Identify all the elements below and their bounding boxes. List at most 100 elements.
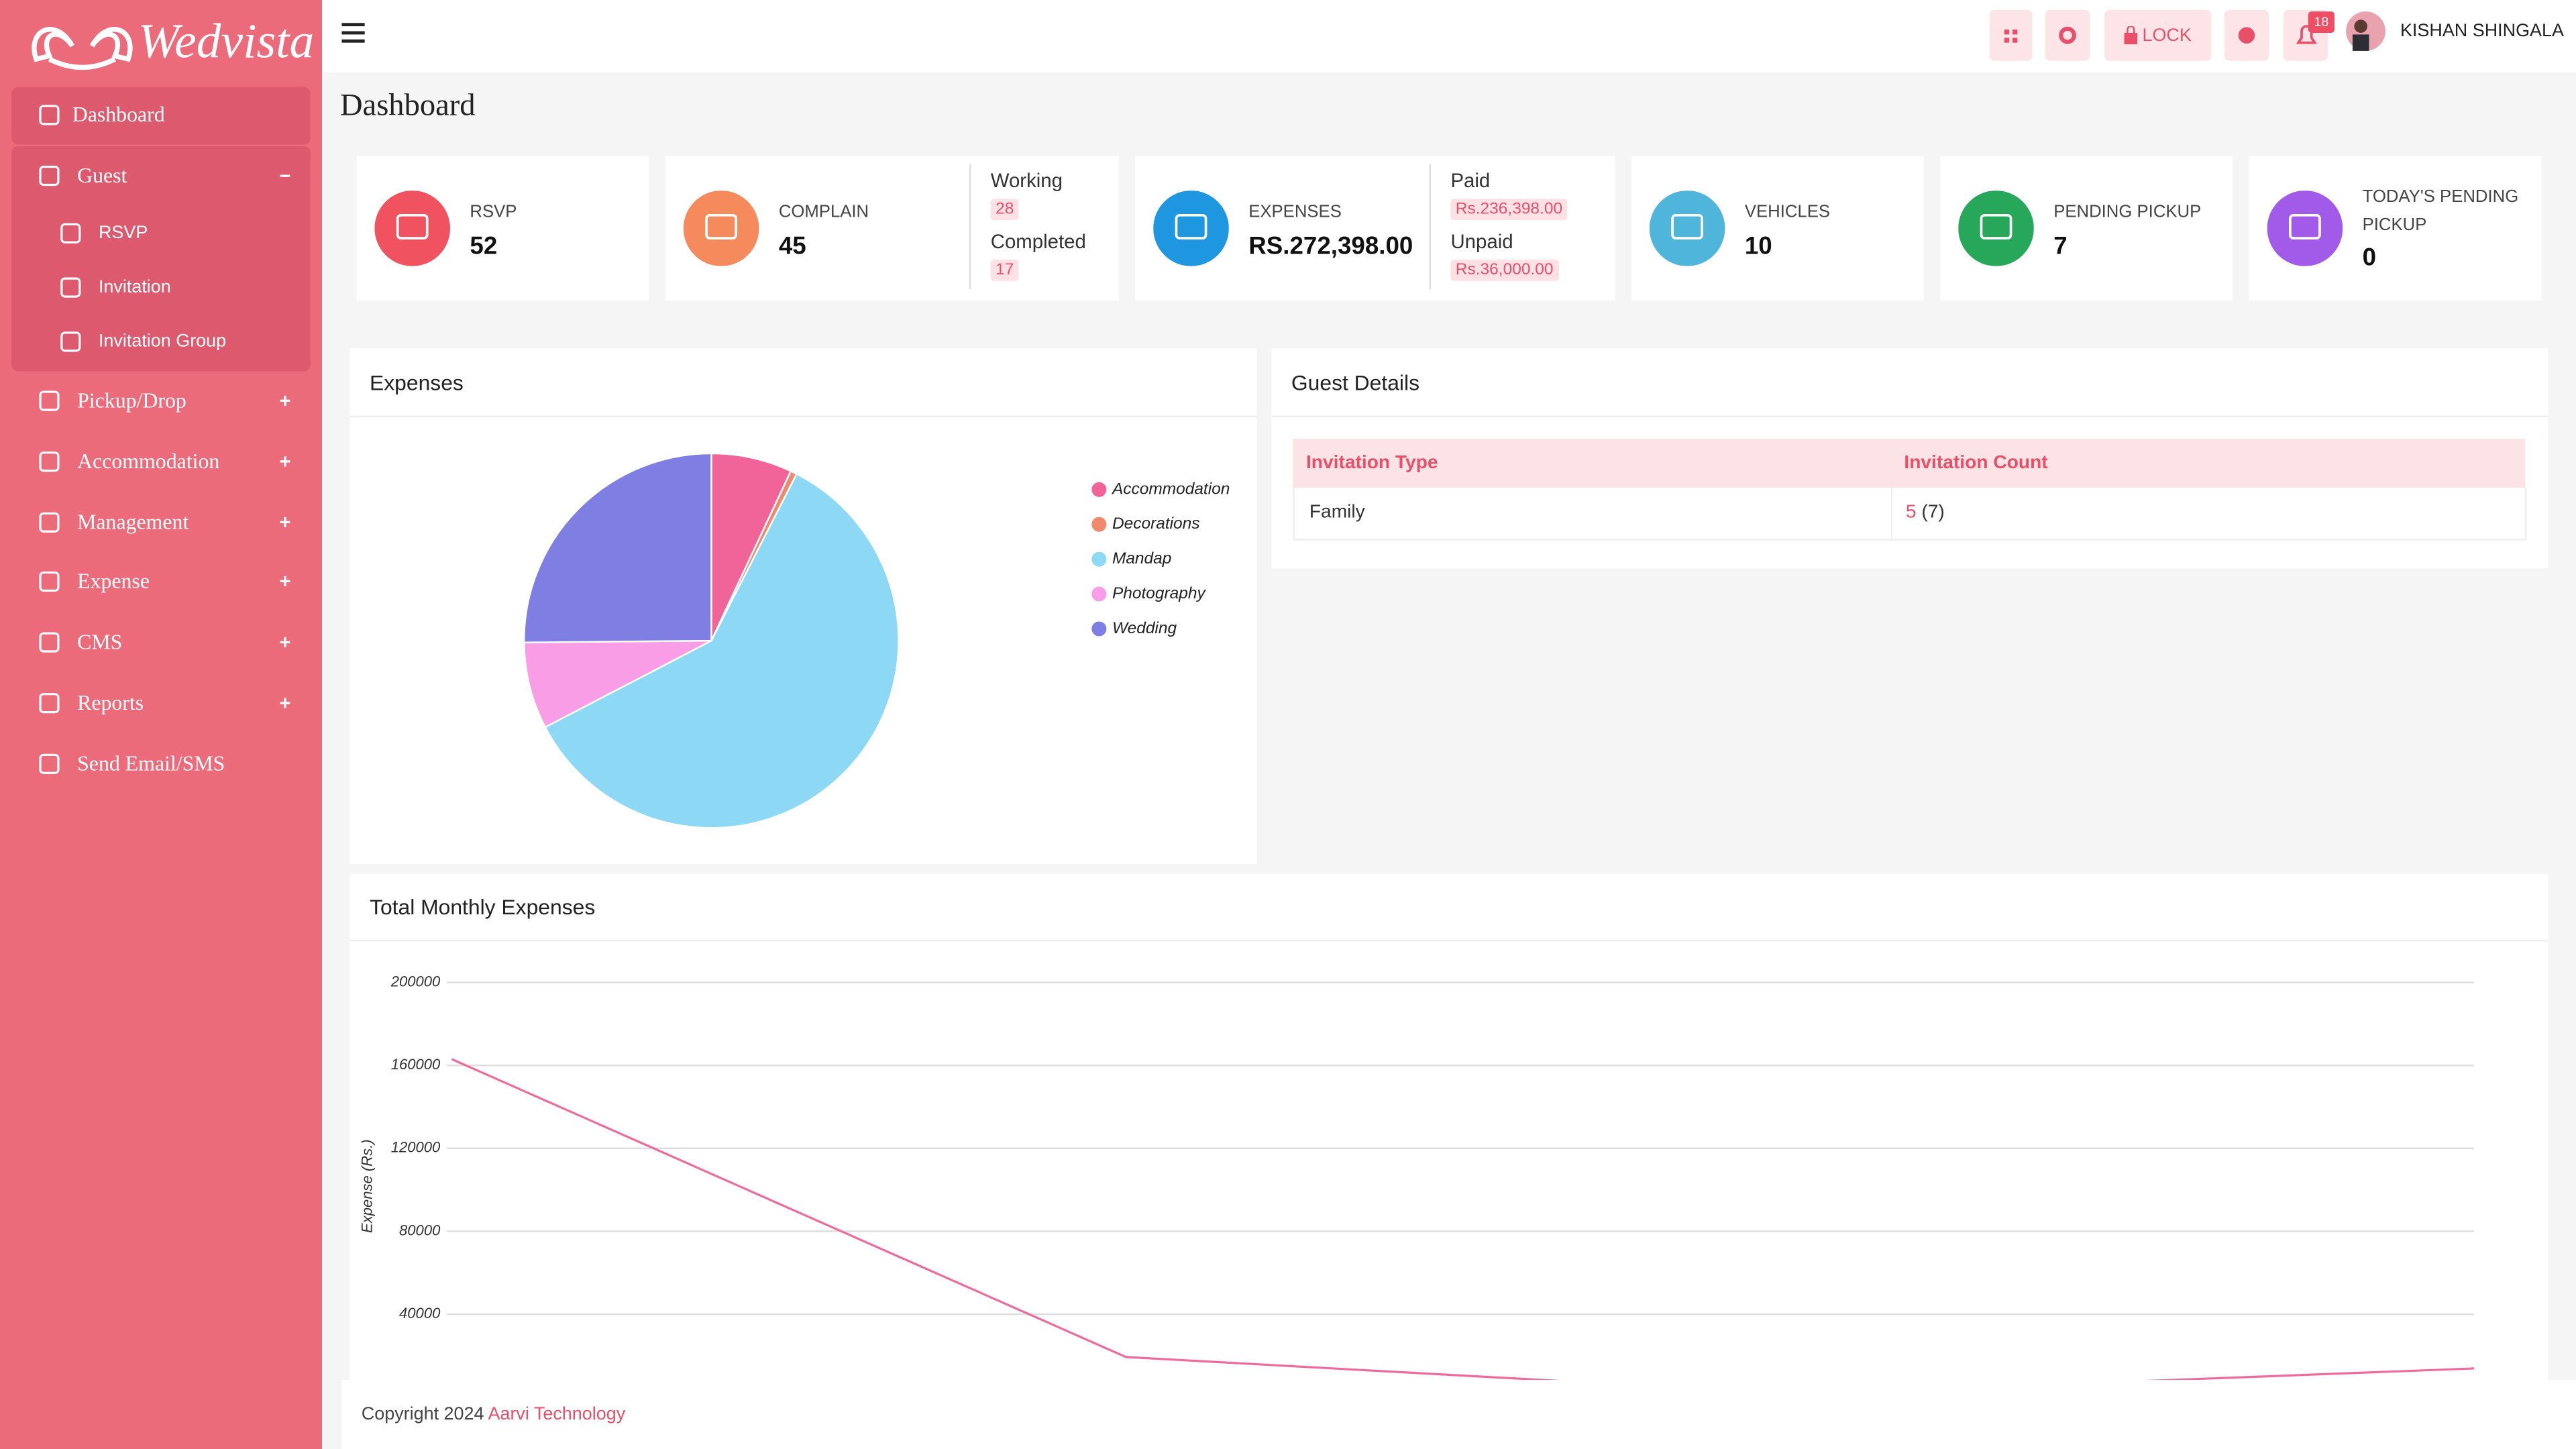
menu-icon <box>39 105 60 125</box>
sub-label: Completed <box>990 229 1086 254</box>
legend-label: Photography <box>1112 584 1207 602</box>
menu-toggle[interactable]: + <box>279 449 291 473</box>
sub-badge: Rs.236,398.00 <box>1450 199 1568 221</box>
icon-glyph <box>1671 213 1703 239</box>
table-header: Invitation Type Invitation Count <box>1293 438 2526 488</box>
sub-badge: Rs.36,000.00 <box>1450 259 1558 281</box>
menu-toggle[interactable] <box>341 21 366 46</box>
stat-card: EXPENSES RS.272,398.00 Paid Rs.236,398.00 Un… <box>1135 156 1615 301</box>
menu-item[interactable]: Send Email/SMS <box>77 750 225 775</box>
divider <box>350 415 1257 418</box>
sidebar: Wedvista Dashboard Guest − RSVP Invitation In… <box>0 0 323 1449</box>
stat-card: COMPLAIN 45 Working 28 Completed 17 <box>665 156 1119 301</box>
submenu-item[interactable]: Invitation <box>98 277 171 298</box>
submenu-item[interactable]: Invitation Group <box>98 331 227 352</box>
guest-card: Guest Details Invitation Type Invitation… <box>1271 348 2548 569</box>
count-link[interactable]: 5 <box>1905 502 1917 523</box>
menu-icon <box>60 223 81 244</box>
user-name[interactable]: KISHAN SHINGALA <box>2400 21 2564 42</box>
divider <box>350 939 2548 942</box>
stat-value: 7 <box>2053 232 2068 261</box>
menu-item[interactable]: Expense <box>77 569 150 594</box>
icon-circle <box>1649 191 1725 266</box>
apps-button[interactable] <box>1989 9 2033 61</box>
notification-count: 18 <box>2308 11 2335 33</box>
stat-value: 52 <box>470 232 498 261</box>
lock-label: LOCK <box>2142 26 2192 46</box>
menu-item[interactable]: Accommodation <box>77 448 220 473</box>
sub-label: Paid <box>1450 169 1491 193</box>
stat-value: RS.272,398.00 <box>1248 232 1413 261</box>
menu-toggle[interactable]: + <box>279 570 291 594</box>
cell: Family <box>1309 502 1365 523</box>
column-header: Invitation Type <box>1305 453 1438 474</box>
menu-item[interactable]: Reports <box>77 690 144 715</box>
stat-icon <box>2267 191 2343 266</box>
stat-icon <box>683 191 759 266</box>
menu-item[interactable]: Pickup/Drop <box>77 387 186 413</box>
pie-slice <box>710 452 792 641</box>
stat-value: 0 <box>2362 244 2377 272</box>
footer-link[interactable]: Aarvi Technology <box>488 1404 626 1425</box>
stat-icon <box>374 191 451 266</box>
stat-label: RSVP <box>470 202 517 222</box>
stat-value: 45 <box>778 232 806 261</box>
legend-swatch <box>1091 586 1107 602</box>
menu-icon <box>39 451 60 472</box>
y-tick-label: 40000 <box>399 1305 441 1322</box>
y-tick-label: 80000 <box>399 1222 441 1238</box>
avatar[interactable] <box>2345 10 2387 53</box>
legend-label: Mandap <box>1112 549 1171 568</box>
y-axis-label: Expense (Rs.) <box>358 1139 375 1233</box>
menu-toggle[interactable]: + <box>279 510 291 533</box>
menu-icon <box>39 511 60 532</box>
menu-toggle[interactable]: + <box>279 631 291 655</box>
menu-toggle[interactable]: + <box>279 389 291 413</box>
card-title: Total Monthly Expenses <box>370 894 596 920</box>
submenu-item[interactable]: RSVP <box>98 223 148 244</box>
menu-icon <box>39 390 60 411</box>
pie-slice <box>544 472 900 829</box>
monthly-card: Total Monthly Expenses 40000 80000 120000 1… <box>350 873 2548 1449</box>
icon-glyph <box>1980 213 2012 239</box>
menu-toggle[interactable]: + <box>279 692 291 715</box>
icon-glyph <box>1175 213 1208 239</box>
divider <box>1890 488 1893 539</box>
settings-button[interactable] <box>2045 9 2090 61</box>
icon-glyph <box>2289 213 2321 239</box>
menu-item[interactable]: CMS <box>77 629 123 655</box>
divider <box>969 164 971 290</box>
stat-card: VEHICLES 10 <box>1631 156 1924 301</box>
icon-glyph <box>705 213 737 239</box>
help-button[interactable] <box>2224 9 2269 61</box>
menu-icon <box>39 165 60 186</box>
menu-item[interactable]: Management <box>77 508 189 533</box>
lock-button[interactable]: LOCK <box>2104 9 2212 61</box>
page-title: Dashboard <box>339 89 476 123</box>
menu-item[interactable]: Guest <box>77 162 127 188</box>
copyright: Copyright 2024 <box>361 1404 484 1425</box>
active-item-bg <box>11 87 311 145</box>
stat-value: 10 <box>1744 232 1772 261</box>
pie-slice <box>523 639 712 729</box>
menu-icon <box>39 753 60 774</box>
line-chart: 40000 80000 120000 160000 200000 Expense (Rs.… <box>358 973 2475 1381</box>
pie-chart: Accommodation Decorations Mandap Photograph… <box>523 452 1230 829</box>
icon-glyph <box>396 213 429 239</box>
menu-item[interactable]: Dashboard <box>72 101 165 127</box>
y-tick-label: 160000 <box>391 1056 441 1073</box>
legend-label: Wedding <box>1112 619 1177 637</box>
stat-label: VEHICLES <box>1744 202 1831 222</box>
legend-swatch <box>1091 482 1107 497</box>
count-total: (7) <box>1921 502 1945 523</box>
legend-swatch <box>1091 517 1107 532</box>
card-title: Expenses <box>370 370 464 395</box>
stat-card: PENDING PICKUP 7 <box>1940 156 2233 301</box>
menu-icon <box>39 693 60 714</box>
footer: Copyright 2024 Aarvi Technology <box>341 1380 2576 1449</box>
table-row: Family 5 (7) <box>1293 488 2527 541</box>
brand[interactable]: Wedvista <box>138 15 315 69</box>
menu-toggle[interactable]: − <box>279 164 291 188</box>
menu-icon <box>60 331 81 352</box>
sub-label: Unpaid <box>1450 229 1513 254</box>
